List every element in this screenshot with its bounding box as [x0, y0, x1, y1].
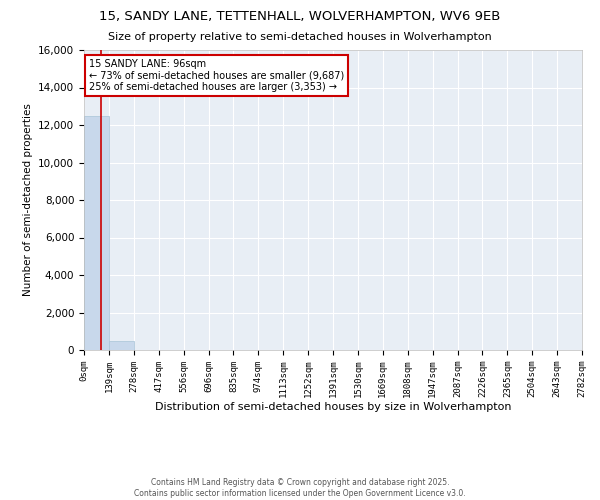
Text: Size of property relative to semi-detached houses in Wolverhampton: Size of property relative to semi-detach…	[108, 32, 492, 42]
X-axis label: Distribution of semi-detached houses by size in Wolverhampton: Distribution of semi-detached houses by …	[155, 402, 511, 411]
Text: Contains HM Land Registry data © Crown copyright and database right 2025.
Contai: Contains HM Land Registry data © Crown c…	[134, 478, 466, 498]
Bar	[84, 116, 109, 350]
Text: 15, SANDY LANE, TETTENHALL, WOLVERHAMPTON, WV6 9EB: 15, SANDY LANE, TETTENHALL, WOLVERHAMPTO…	[100, 10, 500, 23]
Text: 15 SANDY LANE: 96sqm
← 73% of semi-detached houses are smaller (9,687)
25% of se: 15 SANDY LANE: 96sqm ← 73% of semi-detac…	[89, 59, 344, 92]
Y-axis label: Number of semi-detached properties: Number of semi-detached properties	[23, 104, 32, 296]
Bar	[109, 340, 134, 350]
